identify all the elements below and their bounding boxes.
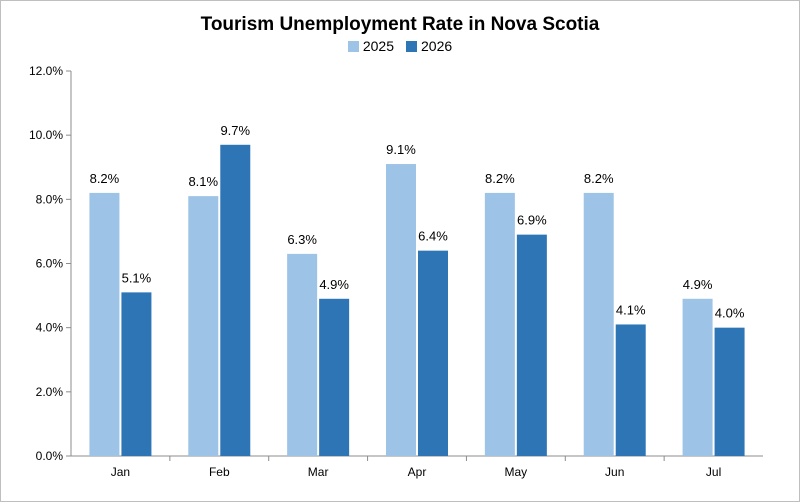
data-label: 4.1% — [616, 302, 646, 317]
y-tick-label: 0.0% — [36, 449, 64, 463]
y-tick-label: 10.0% — [29, 128, 63, 142]
data-label: 5.1% — [122, 270, 152, 285]
bar-2025-May — [484, 192, 515, 456]
y-tick-label: 2.0% — [36, 385, 64, 399]
y-tick-label: 12.0% — [29, 64, 63, 78]
bar-2026-May — [516, 234, 547, 456]
bar-2025-Mar — [287, 253, 318, 456]
legend-label-series-1: 2025 — [362, 38, 394, 54]
y-tick-label: 4.0% — [36, 321, 64, 335]
legend-item-series-2: 2026 — [406, 38, 452, 54]
data-label: 8.2% — [584, 171, 614, 186]
legend-swatch-series-2 — [406, 40, 417, 52]
bar-2025-Feb — [188, 196, 219, 456]
bar-2026-Jan — [121, 292, 152, 456]
y-tick-label: 6.0% — [36, 257, 64, 271]
legend-swatch-series-1 — [347, 40, 359, 52]
chart-title: Tourism Unemployment Rate in Nova Scotia — [200, 14, 600, 35]
legend-item-series-1: 2025 — [347, 38, 394, 54]
data-label: 4.9% — [683, 277, 713, 292]
x-tick-label: Jun — [605, 465, 624, 479]
data-label: 6.9% — [517, 213, 547, 228]
bar-2025-Jul — [682, 298, 713, 456]
chart-legend: 2025 2026 — [0, 38, 800, 54]
data-label: 8.2% — [90, 171, 120, 186]
bar-2026-Feb — [220, 144, 251, 456]
data-label: 4.0% — [715, 306, 745, 321]
bar-2026-Mar — [319, 298, 350, 456]
bar-2026-Apr — [418, 250, 448, 456]
bar-2025-Apr — [386, 164, 416, 456]
bar-2026-Jul — [714, 327, 745, 456]
bar-2026-Jun — [615, 324, 646, 456]
x-tick-label: May — [505, 465, 528, 479]
y-tick-label: 8.0% — [36, 192, 64, 206]
data-label: 6.4% — [418, 229, 448, 244]
bar-2025-Jan — [89, 192, 120, 456]
data-label: 9.1% — [386, 142, 416, 157]
x-tick-label: Jan — [111, 465, 130, 479]
data-label: 8.1% — [188, 174, 218, 189]
x-tick-label: Apr — [408, 465, 427, 479]
data-label: 9.7% — [220, 123, 250, 138]
legend-label-series-2: 2026 — [421, 38, 453, 54]
x-tick-label: Mar — [308, 465, 329, 479]
data-label: 6.3% — [287, 232, 317, 247]
data-label: 4.9% — [319, 277, 349, 292]
data-label: 8.2% — [485, 171, 515, 186]
x-tick-label: Feb — [209, 465, 230, 479]
bar-2025-Jun — [583, 192, 614, 456]
x-tick-label: Jul — [706, 465, 721, 479]
